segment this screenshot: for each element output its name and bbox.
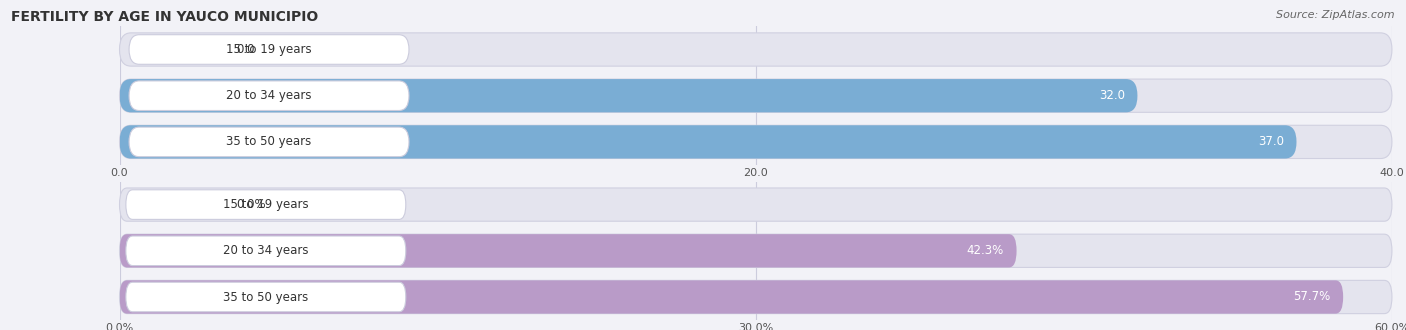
- FancyBboxPatch shape: [120, 188, 1392, 221]
- FancyBboxPatch shape: [120, 125, 1392, 158]
- FancyBboxPatch shape: [129, 127, 409, 157]
- FancyBboxPatch shape: [120, 234, 1017, 267]
- Text: 15 to 19 years: 15 to 19 years: [224, 198, 309, 211]
- Text: 0.0%: 0.0%: [236, 198, 266, 211]
- Text: 15 to 19 years: 15 to 19 years: [226, 43, 312, 56]
- Text: 20 to 34 years: 20 to 34 years: [224, 244, 308, 257]
- FancyBboxPatch shape: [120, 234, 1392, 267]
- FancyBboxPatch shape: [127, 236, 406, 266]
- Text: 37.0: 37.0: [1258, 135, 1284, 148]
- FancyBboxPatch shape: [129, 35, 409, 64]
- FancyBboxPatch shape: [120, 280, 1392, 314]
- Text: 42.3%: 42.3%: [966, 244, 1004, 257]
- Text: 35 to 50 years: 35 to 50 years: [224, 290, 308, 304]
- Text: FERTILITY BY AGE IN YAUCO MUNICIPIO: FERTILITY BY AGE IN YAUCO MUNICIPIO: [11, 10, 319, 24]
- FancyBboxPatch shape: [127, 190, 406, 219]
- FancyBboxPatch shape: [120, 125, 1296, 158]
- Text: 35 to 50 years: 35 to 50 years: [226, 135, 312, 148]
- Text: 0.0: 0.0: [236, 43, 254, 56]
- FancyBboxPatch shape: [129, 81, 409, 111]
- FancyBboxPatch shape: [127, 282, 406, 312]
- FancyBboxPatch shape: [120, 79, 1137, 112]
- FancyBboxPatch shape: [120, 280, 1343, 314]
- Text: 32.0: 32.0: [1098, 89, 1125, 102]
- FancyBboxPatch shape: [120, 79, 1392, 112]
- Text: 20 to 34 years: 20 to 34 years: [226, 89, 312, 102]
- Text: 57.7%: 57.7%: [1294, 290, 1330, 304]
- Text: Source: ZipAtlas.com: Source: ZipAtlas.com: [1277, 10, 1395, 20]
- FancyBboxPatch shape: [120, 33, 1392, 66]
